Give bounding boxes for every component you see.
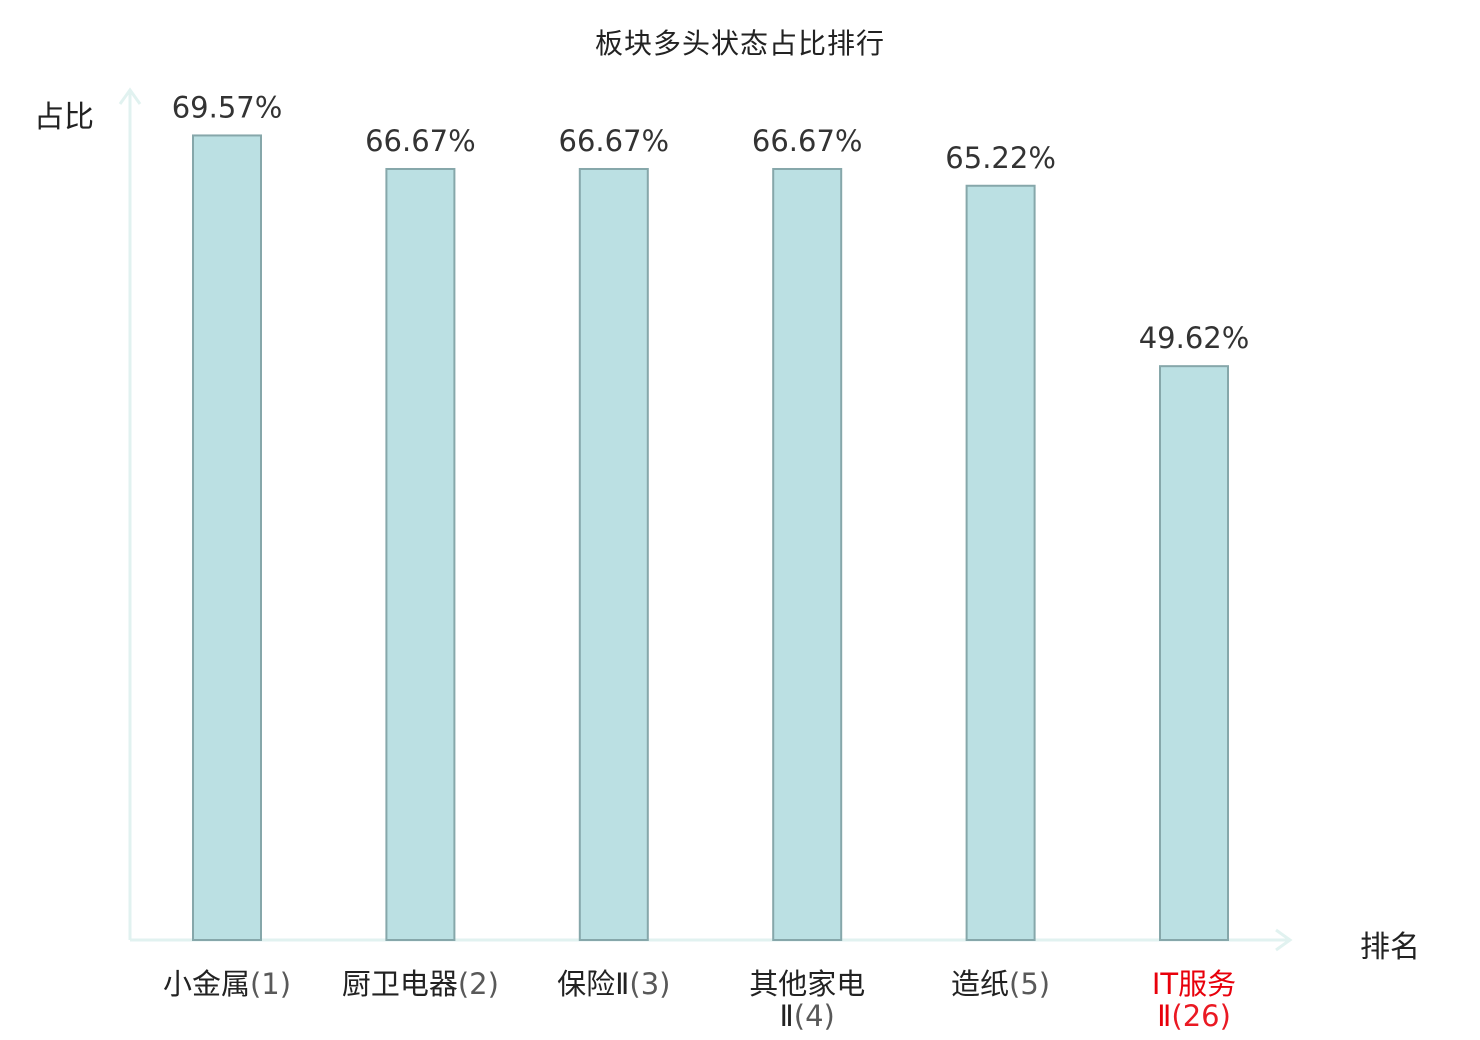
y-axis-arrow-icon: [118, 87, 142, 105]
bar-1: [192, 134, 262, 941]
bar-2: [385, 167, 456, 941]
y-axis-title: 占比: [34, 100, 94, 135]
category-label-4-line-2: Ⅱ(4): [780, 999, 835, 1033]
bar-5: [965, 184, 1036, 941]
value-label-5: 65.22%: [945, 141, 1056, 175]
category-label-2: 厨卫电器(2): [342, 967, 499, 1001]
bar-3: [578, 167, 649, 941]
value-label-2: 66.67%: [365, 124, 476, 158]
category-label-6-line-1: IT服务: [1152, 967, 1236, 1001]
x-axis-title: 排名: [1360, 930, 1420, 965]
bar-4: [772, 167, 843, 941]
category-label-5: 造纸(5): [951, 967, 1050, 1001]
category-label-1: 小金属(1): [163, 967, 291, 1001]
value-label-3: 66.67%: [559, 124, 670, 158]
x-axis-arrow-icon: [1275, 928, 1293, 952]
bar-6: [1159, 365, 1229, 941]
category-label-6-line-2: Ⅱ(26): [1157, 999, 1231, 1033]
value-label-4: 66.67%: [752, 124, 863, 158]
value-label-6: 49.62%: [1139, 321, 1250, 355]
value-label-1: 69.57%: [172, 90, 283, 124]
category-label-3: 保险Ⅱ(3): [557, 967, 670, 1001]
category-label-4-line-1: 其他家电: [749, 967, 865, 1001]
chart-title: 板块多头状态占比排行: [594, 27, 885, 60]
